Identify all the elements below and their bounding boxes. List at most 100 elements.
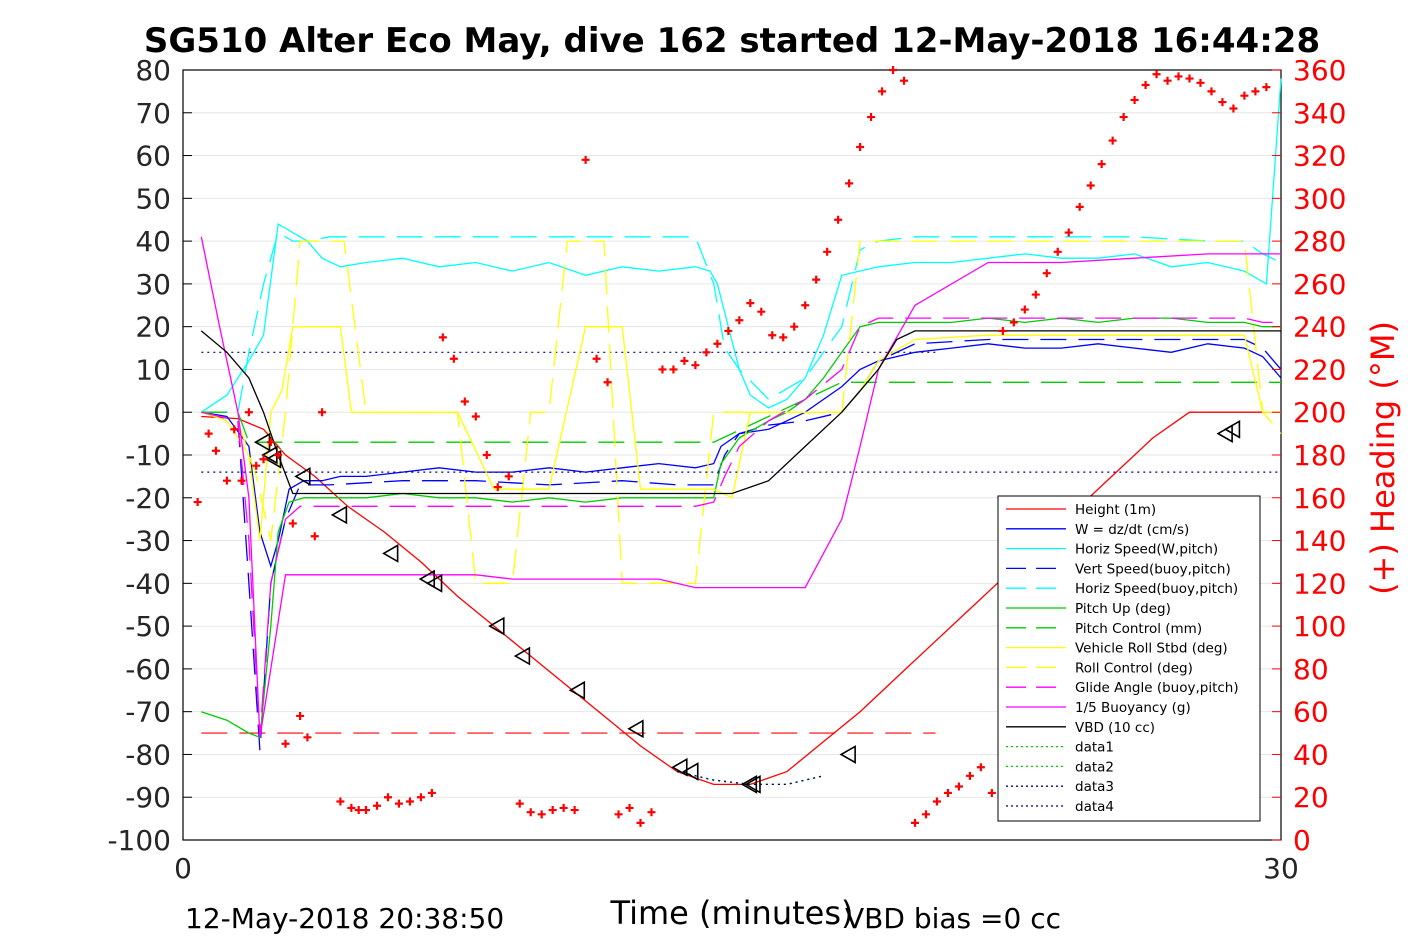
heading-marker — [222, 476, 231, 485]
series-line — [201, 381, 1281, 443]
heading-marker — [230, 425, 239, 434]
heading-marker — [1031, 290, 1040, 299]
triangle-marker — [839, 745, 856, 764]
heading-marker — [482, 451, 491, 459]
left-tick-label: 30 — [135, 268, 171, 301]
heading-marker — [943, 788, 952, 797]
heading-marker — [303, 733, 312, 742]
left-tick-label: -70 — [125, 696, 171, 729]
heading-marker — [965, 771, 974, 780]
heading-marker — [1163, 76, 1172, 85]
heading-marker — [998, 326, 1007, 335]
triangle-marker — [1223, 419, 1241, 439]
heading-marker — [1262, 83, 1271, 92]
right-tick-label: 320 — [1293, 140, 1346, 173]
triangle-markers — [253, 419, 1241, 794]
left-tick-label: 70 — [135, 97, 171, 130]
heading-marker — [1185, 74, 1194, 83]
right-tick-label: 20 — [1293, 781, 1329, 814]
heading-marker — [1086, 181, 1095, 190]
heading-marker — [1141, 80, 1150, 89]
heading-marker — [779, 333, 788, 342]
left-tick-label: -60 — [125, 653, 171, 686]
left-tick-label: 40 — [135, 225, 171, 258]
series-line — [676, 770, 824, 786]
heading-marker — [296, 711, 305, 720]
right-tick-label: 40 — [1293, 738, 1329, 771]
heading-marker — [211, 446, 220, 455]
heading-marker — [1064, 228, 1073, 237]
triangle-marker — [264, 449, 282, 469]
series-line — [201, 317, 1281, 739]
heading-marker — [1042, 269, 1051, 278]
chart-title: SG510 Alter Eco May, dive 162 started 12… — [144, 21, 1320, 61]
heading-marker — [757, 307, 766, 316]
heading-marker — [680, 356, 689, 365]
heading-marker — [252, 461, 261, 470]
heading-marker — [702, 348, 711, 357]
heading-markers — [193, 66, 1271, 827]
legend-entry: VBD (10 cc) — [1075, 720, 1155, 736]
left-tick-label: 50 — [135, 182, 171, 215]
left-axis: 80 70 60 50 40 30 20 10 0 -10 -20 -30 -40 -50 -60 -70 -8… — [107, 54, 192, 857]
heading-marker — [204, 429, 213, 438]
heading-marker — [878, 87, 887, 96]
heading-marker — [911, 818, 919, 827]
heading-marker — [1251, 87, 1260, 96]
heading-marker — [244, 408, 253, 417]
heading-marker — [625, 803, 634, 812]
heading-marker — [823, 247, 832, 256]
x-tick-label: 0 — [174, 852, 192, 885]
heading-marker — [259, 455, 268, 464]
x-tick-label: 30 — [1263, 852, 1299, 885]
heading-marker — [1196, 78, 1205, 87]
triangle-marker — [568, 680, 586, 700]
heading-marker — [845, 179, 854, 188]
heading-marker — [493, 483, 502, 492]
right-tick-label: 60 — [1293, 696, 1329, 729]
footer-vbd-bias: VBD bias =0 cc — [845, 902, 1061, 935]
right-tick-label: 160 — [1293, 482, 1346, 515]
heading-marker — [416, 793, 425, 802]
heading-marker — [460, 397, 469, 406]
triangle-marker — [330, 505, 348, 525]
heading-marker — [548, 806, 557, 815]
heading-marker — [1020, 305, 1029, 314]
left-tick-label: -20 — [125, 482, 171, 515]
heading-marker — [987, 788, 996, 797]
heading-marker — [658, 365, 667, 374]
heading-marker — [449, 354, 458, 363]
heading-marker — [801, 301, 810, 310]
left-tick-label: -80 — [125, 738, 171, 771]
heading-marker — [570, 806, 579, 815]
heading-marker — [394, 799, 403, 808]
heading-marker — [976, 763, 985, 772]
heading-marker — [614, 810, 623, 819]
heading-marker — [559, 803, 568, 812]
triangle-marker — [513, 646, 531, 666]
right-tick-label: 340 — [1293, 97, 1346, 130]
left-tick-label: 80 — [135, 54, 171, 87]
series-line — [201, 317, 1281, 738]
right-tick-label: 280 — [1293, 225, 1346, 258]
heading-marker — [790, 322, 799, 331]
x-axis-label: Time (minutes) — [610, 894, 854, 932]
heading-marker — [834, 215, 843, 224]
heading-marker — [405, 797, 414, 806]
triangle-marker — [418, 569, 436, 589]
left-tick-label: -30 — [125, 525, 171, 558]
triangle-marker — [382, 544, 399, 563]
left-tick-label: 10 — [135, 353, 171, 386]
heading-marker — [537, 810, 546, 819]
heading-marker — [1075, 202, 1084, 211]
heading-marker — [237, 476, 246, 485]
legend-entry: Height (1m) — [1075, 502, 1156, 518]
right-axis-label: (+) Heading (°M) — [1364, 321, 1402, 595]
series-line — [201, 240, 1282, 584]
heading-marker — [427, 788, 436, 797]
heading-marker — [932, 797, 941, 806]
heading-marker — [336, 797, 345, 806]
series-line — [201, 231, 1282, 413]
right-axis: 3603403203002802602402202001801601401201… — [1272, 54, 1346, 857]
